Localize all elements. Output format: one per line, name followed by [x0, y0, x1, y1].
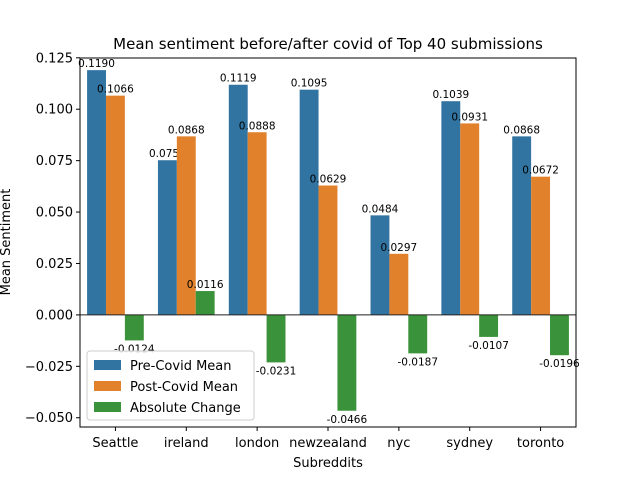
y-tick-label: −0.050 [25, 411, 73, 426]
legend-box [86, 350, 255, 421]
chart-title: Mean sentiment before/after covid of Top… [113, 35, 543, 53]
y-tick-label: 0.025 [36, 257, 73, 272]
bar-newzealand-2 [337, 314, 357, 411]
y-tick-label: 0.075 [36, 154, 73, 169]
legend-swatch [94, 360, 121, 370]
bar-toronto-0 [512, 136, 532, 315]
data-label: 0.1190 [78, 58, 115, 70]
bar-nyc-0 [370, 215, 390, 315]
bar-newzealand-1 [318, 185, 338, 315]
bar-Seattle-1 [105, 95, 125, 315]
bar-london-2 [266, 314, 286, 363]
bar-london-1 [247, 132, 267, 315]
legend-swatch [94, 402, 121, 412]
legend-label: Absolute Change [130, 401, 241, 416]
bar-nyc-1 [389, 253, 409, 315]
x-tick-label: nyc [387, 436, 410, 451]
y-tick-label: −0.025 [25, 360, 73, 375]
y-axis-title: Mean Sentiment [0, 189, 14, 296]
data-label: 0.0868 [168, 124, 205, 136]
plot-area: 0.1190 0.0752 0.1119 0.1095 0.0484 0.1039 0.08… [25, 51, 580, 451]
data-label: -0.0231 [256, 365, 297, 377]
y-tick-label: 0.050 [36, 206, 73, 221]
x-axis-title: Subreddits [293, 456, 363, 471]
x-tick-label: toronto [517, 436, 564, 451]
bar-sydney-2 [479, 314, 499, 337]
data-label: 0.1039 [432, 89, 469, 101]
bar-london-0 [228, 84, 248, 315]
data-label: 0.0484 [362, 203, 399, 215]
bar-Seattle-2 [124, 314, 144, 341]
bar-ireland-0 [157, 160, 177, 315]
data-label: 0.0752 [149, 148, 186, 160]
data-label: 0.0297 [380, 242, 417, 254]
bar-nyc-2 [408, 314, 428, 354]
bar-ireland-2 [195, 291, 215, 315]
data-label: 0.1119 [220, 73, 257, 85]
bar-Seattle-0 [87, 70, 106, 315]
data-label: -0.0196 [539, 358, 580, 370]
data-label: 0.1095 [291, 78, 328, 90]
y-tick-label: 0.125 [36, 51, 73, 66]
y-tick-label: 0.100 [36, 103, 73, 118]
x-tick-label: london [235, 436, 279, 451]
data-label: -0.0466 [327, 414, 368, 426]
data-label: 0.0931 [451, 111, 488, 123]
x-tick-label: ireland [164, 436, 209, 451]
data-label: 0.0672 [522, 165, 559, 177]
data-label: -0.0187 [397, 356, 438, 368]
legend-swatch [94, 381, 121, 391]
bar-toronto-2 [550, 314, 569, 356]
bar-ireland-1 [176, 136, 196, 315]
legend-label: Post-Covid Mean [130, 380, 238, 395]
data-label: 0.0888 [239, 120, 276, 132]
legend: Pre-Covid Mean Post-Covid Mean Absolute Ch… [86, 350, 255, 421]
bar-newzealand-0 [299, 89, 319, 315]
data-label: -0.0107 [468, 340, 509, 352]
data-label: 0.0116 [187, 279, 224, 291]
data-label: 0.0629 [310, 174, 347, 186]
x-tick-label: newzealand [289, 436, 367, 451]
x-tick-label: Seattle [92, 436, 138, 451]
x-tick-label: sydney [446, 436, 493, 451]
y-tick-label: 0.000 [36, 308, 73, 323]
bar-sydney-0 [441, 101, 461, 315]
data-label: 0.1066 [97, 84, 134, 96]
bar-sydney-1 [460, 123, 480, 315]
data-label: 0.0868 [503, 124, 540, 136]
bar-toronto-1 [531, 176, 551, 315]
legend-label: Pre-Covid Mean [130, 359, 232, 374]
